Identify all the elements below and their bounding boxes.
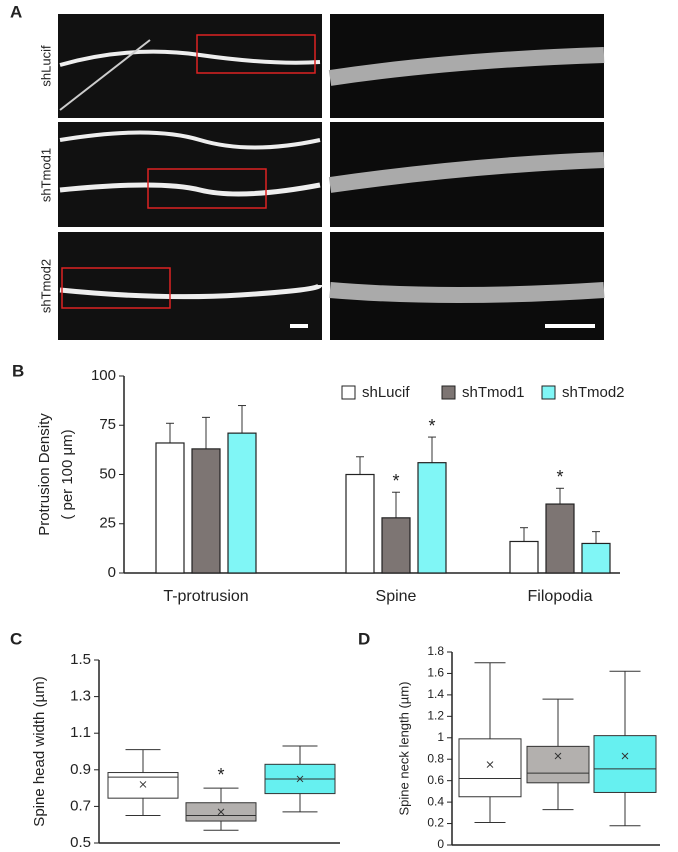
significance-marker: * bbox=[556, 467, 563, 487]
y-tick-label: 50 bbox=[99, 465, 116, 482]
y-tick-label: 1.3 bbox=[70, 688, 91, 705]
significance-marker: * bbox=[217, 765, 224, 785]
y-tick-label: 0.7 bbox=[70, 797, 91, 814]
mean-marker bbox=[486, 761, 494, 768]
y-tick-label: 0.2 bbox=[427, 816, 444, 830]
box bbox=[526, 745, 590, 784]
y-tick-label: 100 bbox=[91, 367, 116, 384]
x-tick-label: T-protrusion bbox=[163, 588, 248, 605]
y-tick-label: 1.6 bbox=[427, 666, 444, 680]
row-label: shLucif bbox=[38, 45, 53, 87]
y-tick-label: 1.8 bbox=[427, 644, 444, 658]
y-tick-label: 25 bbox=[99, 515, 116, 532]
bar bbox=[381, 517, 411, 574]
y-axis-label: ( per 100 μm) bbox=[59, 429, 76, 519]
x-tick-label: Spine bbox=[376, 588, 417, 605]
bar bbox=[345, 473, 375, 574]
panel-label: D bbox=[358, 629, 370, 648]
y-tick-label: 1 bbox=[437, 730, 444, 744]
y-tick-label: 0.6 bbox=[427, 773, 444, 787]
legend-label: shTmod2 bbox=[562, 384, 625, 401]
bar bbox=[227, 432, 257, 574]
bar bbox=[581, 542, 611, 574]
row-label: shTmod2 bbox=[38, 259, 53, 313]
legend-swatch bbox=[441, 385, 456, 400]
bar bbox=[155, 442, 185, 574]
box bbox=[458, 738, 522, 798]
panel-label: B bbox=[12, 361, 24, 380]
y-tick-label: 75 bbox=[99, 416, 116, 433]
bar bbox=[417, 462, 447, 574]
y-axis-label: Protrusion Density bbox=[36, 413, 53, 536]
micrographs bbox=[58, 14, 605, 340]
y-axis-label: Spine head width (µm) bbox=[31, 676, 48, 826]
y-axis-label: Spine neck length (µm) bbox=[396, 682, 411, 816]
legend-swatch bbox=[541, 385, 556, 400]
y-tick-label: 0.5 bbox=[70, 834, 91, 851]
y-tick-label: 0.4 bbox=[427, 794, 444, 808]
y-tick-label: 0.8 bbox=[427, 751, 444, 765]
y-tick-label: 0 bbox=[108, 564, 116, 581]
y-tick-label: 1.4 bbox=[427, 687, 444, 701]
box bbox=[593, 735, 657, 793]
y-tick-label: 1.5 bbox=[70, 651, 91, 668]
mean-marker bbox=[621, 752, 629, 760]
y-tick-label: 0 bbox=[437, 837, 444, 851]
significance-marker: * bbox=[428, 416, 435, 436]
bar bbox=[509, 540, 539, 574]
mean-marker bbox=[217, 808, 225, 816]
box bbox=[107, 772, 179, 799]
y-tick-label: 0.9 bbox=[70, 761, 91, 778]
mean-marker bbox=[554, 752, 562, 760]
legend-label: shTmod1 bbox=[462, 384, 525, 401]
bar bbox=[545, 503, 575, 574]
mean-marker bbox=[139, 781, 147, 788]
y-tick-label: 1.2 bbox=[427, 709, 444, 723]
legend-label: shLucif bbox=[362, 384, 410, 401]
legend-swatch bbox=[341, 385, 356, 400]
panel-label: C bbox=[10, 629, 22, 648]
bar bbox=[191, 448, 221, 574]
y-tick-label: 1.1 bbox=[70, 724, 91, 741]
significance-marker: * bbox=[392, 471, 399, 491]
x-tick-label: Filopodia bbox=[528, 588, 593, 605]
row-label: shTmod1 bbox=[38, 148, 53, 202]
panel-label: A bbox=[10, 2, 22, 21]
mean-marker bbox=[296, 775, 304, 783]
